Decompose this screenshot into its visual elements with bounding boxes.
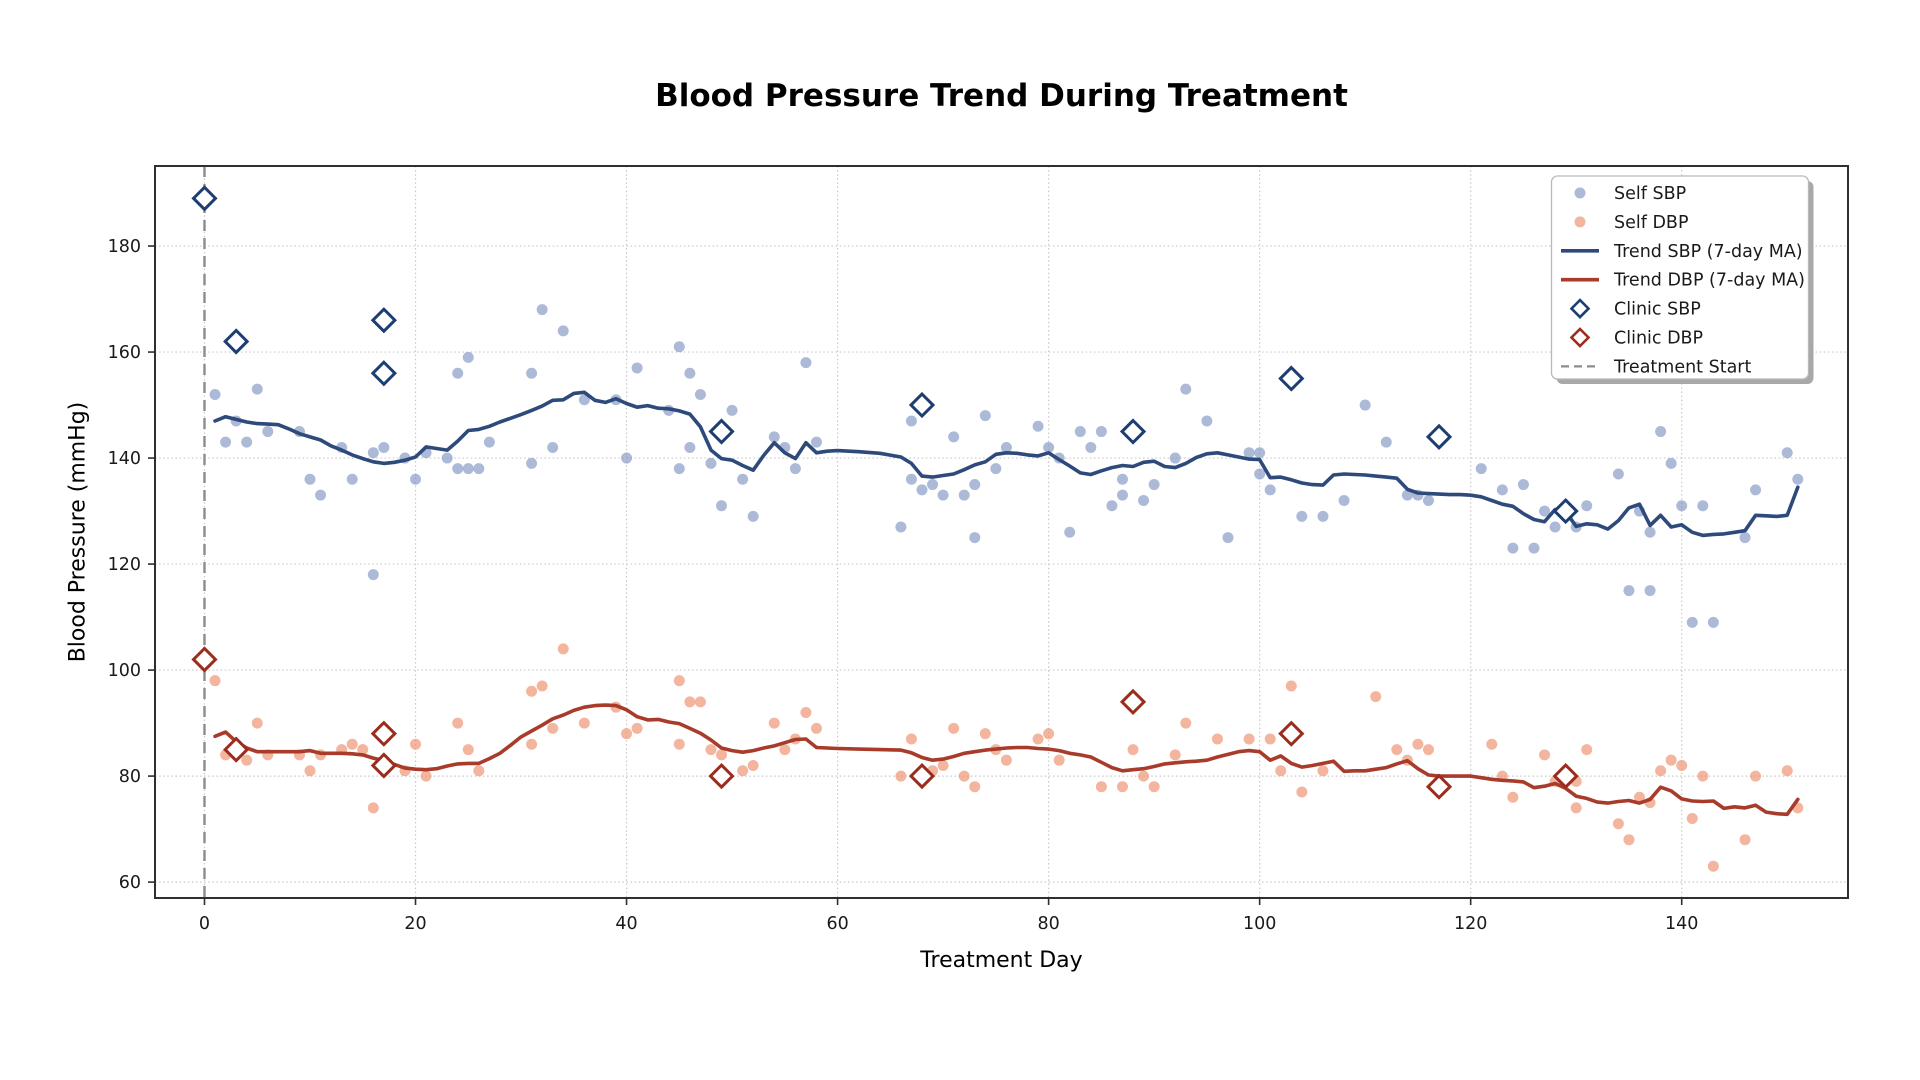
- axis-tick-labels: 0 20 40 60 80 100 120 140 60 80 100 120 140 160 180: [108, 237, 1699, 934]
- svg-text:100: 100: [1243, 914, 1276, 934]
- svg-text:Clinic DBP: Clinic DBP: [1614, 329, 1703, 349]
- svg-text:180: 180: [108, 237, 141, 257]
- series-trend-dbp-7-day-ma-: [213, 703, 1800, 817]
- series-self-dbp: [209, 643, 1804, 872]
- plot-border: [154, 165, 1849, 899]
- svg-text:Clinic SBP: Clinic SBP: [1614, 300, 1701, 320]
- legend: Self SBP Self DBP Trend SBP (7-day MA) Tren…: [1550, 175, 1814, 384]
- svg-text:60: 60: [826, 914, 848, 934]
- axis-ticks: [148, 245, 1683, 905]
- legend-box: [1550, 175, 1810, 380]
- svg-text:20: 20: [404, 914, 426, 934]
- svg-text:Self DBP: Self DBP: [1614, 213, 1689, 233]
- svg-text:Trend SBP (7-day MA): Trend SBP (7-day MA): [1613, 242, 1803, 262]
- series-trend-sbp-7-day-ma-: [213, 390, 1800, 538]
- legend-item-treatment-start: Treatment Start: [1561, 357, 1751, 377]
- svg-text:Trend DBP (7-day MA): Trend DBP (7-day MA): [1613, 271, 1805, 291]
- legend-item-self-sbp: Self SBP: [1574, 184, 1686, 204]
- legend-item-trend-dbp-7-day-ma-: Trend DBP (7-day MA): [1561, 271, 1805, 291]
- legend-item-clinic-sbp: Clinic SBP: [1569, 298, 1701, 320]
- x-axis-label: Treatment Day: [920, 948, 1083, 973]
- svg-text:140: 140: [108, 449, 141, 469]
- series-clinic-dbp: [191, 646, 1579, 800]
- svg-text:160: 160: [108, 343, 141, 363]
- legend-item-trend-sbp-7-day-ma-: Trend SBP (7-day MA): [1561, 242, 1803, 262]
- legend-item-self-dbp: Self DBP: [1574, 213, 1689, 233]
- svg-text:0: 0: [199, 914, 210, 934]
- series-clinic-sbp: [191, 185, 1579, 525]
- svg-text:80: 80: [119, 767, 141, 787]
- svg-text:60: 60: [119, 873, 141, 893]
- chart-title: Blood Pressure Trend During Treatment: [655, 78, 1348, 114]
- svg-text:140: 140: [1665, 914, 1698, 934]
- svg-text:Self SBP: Self SBP: [1614, 184, 1686, 204]
- svg-text:100: 100: [108, 661, 141, 681]
- svg-text:80: 80: [1037, 914, 1059, 934]
- svg-text:120: 120: [108, 555, 141, 575]
- legend-item-clinic-dbp: Clinic DBP: [1569, 327, 1703, 349]
- svg-text:40: 40: [615, 914, 637, 934]
- svg-text:120: 120: [1454, 914, 1487, 934]
- svg-text:Treatment Start: Treatment Start: [1613, 357, 1751, 377]
